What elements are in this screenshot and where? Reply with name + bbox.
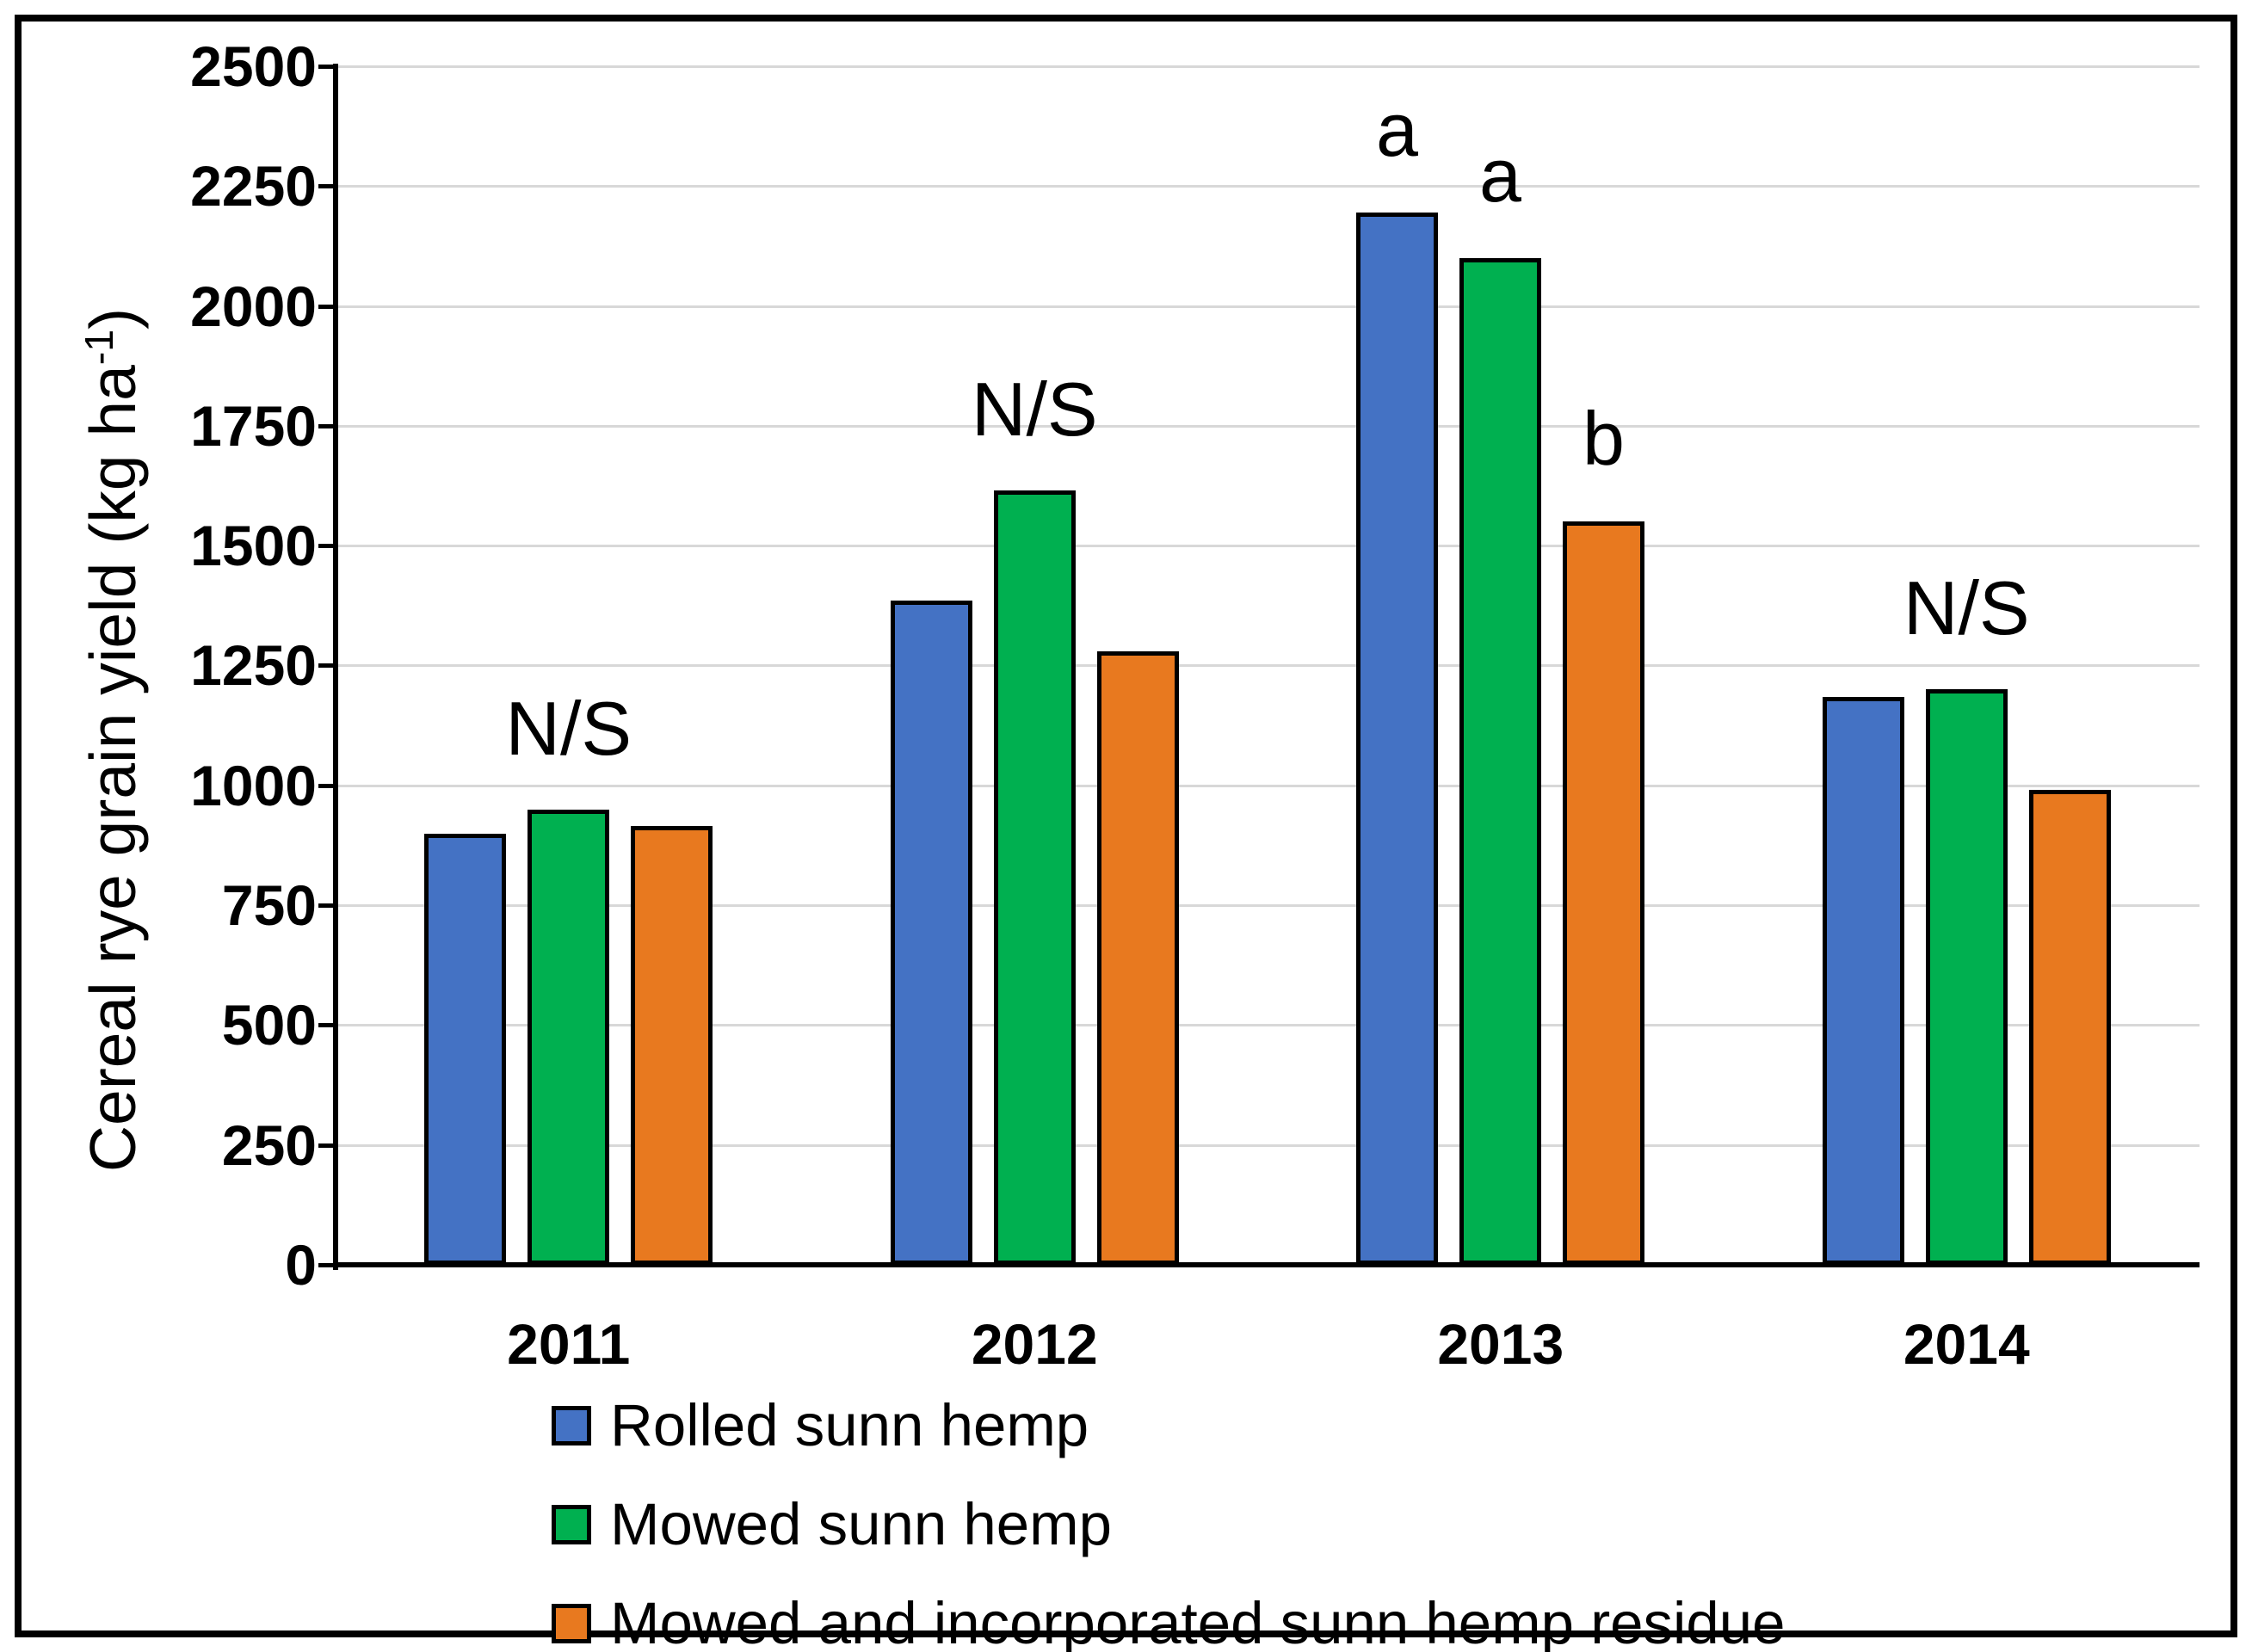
- chart-border-frame: [15, 15, 2237, 1637]
- y-axis-tick-label: 1000: [190, 754, 317, 817]
- x-axis-category-label: 2011: [507, 1312, 631, 1376]
- bar-mowed-sunn-hemp: [1459, 258, 1541, 1265]
- bar-rolled-sunn-hemp: [891, 601, 972, 1265]
- y-axis-tick: [318, 1263, 336, 1267]
- legend-label: Mowed sunn hemp: [610, 1491, 1112, 1557]
- bar-mowed-sunn-hemp: [994, 490, 1076, 1265]
- y-axis-tick: [318, 424, 336, 428]
- legend-item: Rolled sunn hemp: [552, 1396, 1786, 1455]
- significance-annotation: N/S: [971, 367, 1098, 452]
- y-axis-tick: [318, 784, 336, 788]
- legend-item: Mowed and incorporated sunn hemp residue: [552, 1593, 1786, 1652]
- bar-mowed-and-incorporated-sunn-hemp-residue: [631, 826, 713, 1265]
- bar-mowed-sunn-hemp: [1926, 689, 2008, 1265]
- y-axis-tick-label: 0: [285, 1233, 317, 1297]
- y-axis-tick-label: 2000: [190, 274, 317, 338]
- bar-rolled-sunn-hemp: [1356, 213, 1438, 1265]
- y-axis-tick-label: 2250: [190, 154, 317, 218]
- legend-label: Mowed and incorporated sunn hemp residue: [610, 1590, 1786, 1652]
- legend-swatch-rolled-sunn-hemp: [552, 1405, 591, 1446]
- bar-mowed-and-incorporated-sunn-hemp-residue: [2029, 790, 2111, 1265]
- gridline: [336, 785, 2200, 787]
- gridline: [336, 185, 2200, 188]
- gridline: [336, 305, 2200, 308]
- legend-item: Mowed sunn hemp: [552, 1495, 1786, 1554]
- x-axis-category-label: 2012: [971, 1312, 1098, 1376]
- bar-rolled-sunn-hemp: [424, 834, 506, 1265]
- significance-annotation: N/S: [1903, 565, 2030, 650]
- bar-mowed-and-incorporated-sunn-hemp-residue: [1097, 651, 1179, 1265]
- legend-swatch-mowed-incorporated: [552, 1603, 591, 1643]
- gridline: [336, 1144, 2200, 1147]
- x-axis-category-label: 2014: [1903, 1312, 2030, 1376]
- gridline: [336, 1024, 2200, 1026]
- y-axis-tick: [318, 1143, 336, 1148]
- y-axis-tick-label: 250: [221, 1113, 317, 1177]
- gridline: [336, 904, 2200, 907]
- y-axis-tick: [318, 903, 336, 908]
- gridline: [336, 65, 2200, 68]
- gridline: [336, 664, 2200, 667]
- gridline: [336, 545, 2200, 547]
- significance-annotation: N/S: [505, 686, 632, 771]
- y-axis-tick: [318, 305, 336, 309]
- y-axis-tick-label: 2500: [190, 34, 317, 98]
- y-axis-tick-label: 1500: [190, 514, 317, 577]
- y-axis-tick-label: 750: [221, 873, 317, 937]
- y-axis-line: [333, 64, 338, 1270]
- bar-rolled-sunn-hemp: [1823, 697, 1904, 1265]
- gridline: [336, 425, 2200, 428]
- y-axis-tick-label: 1250: [190, 633, 317, 697]
- x-axis-category-label: 2013: [1437, 1312, 1564, 1376]
- y-axis-tick: [318, 663, 336, 668]
- legend-swatch-mowed-sunn-hemp: [552, 1504, 591, 1544]
- y-axis-tick: [318, 184, 336, 188]
- significance-letter: a: [1479, 133, 1521, 218]
- y-axis-tick: [318, 544, 336, 548]
- significance-letter: b: [1583, 396, 1625, 481]
- legend-label: Rolled sunn hemp: [610, 1392, 1089, 1458]
- y-axis-tick-label: 1750: [190, 394, 317, 458]
- y-axis-tick-label: 500: [221, 993, 317, 1057]
- bar-mowed-sunn-hemp: [528, 810, 609, 1265]
- bar-mowed-and-incorporated-sunn-hemp-residue: [1563, 521, 1644, 1265]
- y-axis-tick: [318, 1023, 336, 1027]
- x-axis-line: [333, 1262, 2200, 1267]
- significance-letter: a: [1376, 87, 1418, 172]
- y-axis-tick: [318, 65, 336, 69]
- legend: Rolled sunn hemp Mowed sunn hemp Mowed a…: [552, 1396, 1786, 1652]
